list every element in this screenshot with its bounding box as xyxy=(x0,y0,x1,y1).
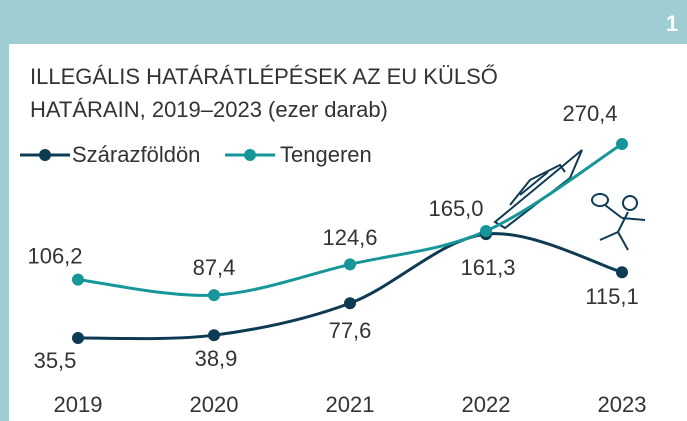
data-point xyxy=(344,258,356,271)
data-label: 165,0 xyxy=(428,196,483,221)
badge: 1 xyxy=(666,11,678,36)
data-point xyxy=(72,332,84,344)
data-point xyxy=(72,273,84,286)
legend-marker xyxy=(39,149,51,161)
legend-label: Tengeren xyxy=(280,142,372,167)
data-label: 35,5 xyxy=(34,348,77,373)
data-label: 77,6 xyxy=(329,318,372,343)
top-band xyxy=(0,0,687,44)
data-label: 115,1 xyxy=(585,284,638,309)
data-point xyxy=(480,225,492,238)
runner-icon xyxy=(591,193,646,251)
x-tick-label: 2019 xyxy=(54,392,103,417)
data-label: 270,4 xyxy=(562,101,617,126)
data-point xyxy=(208,329,220,342)
data-label: 124,6 xyxy=(322,225,377,250)
chart-title: ILLEGÁLIS HATÁRÁTLÉPÉSEK AZ EU KÜLSŐ HAT… xyxy=(30,64,498,122)
data-label: 38,9 xyxy=(195,346,238,371)
legend-marker xyxy=(244,149,256,161)
data-label: 87,4 xyxy=(193,255,236,280)
x-tick-label: 2022 xyxy=(462,392,511,417)
data-point xyxy=(616,266,628,279)
x-tick-label: 2020 xyxy=(190,392,239,417)
left-band xyxy=(0,0,9,421)
x-tick-label: 2023 xyxy=(598,392,647,417)
data-point xyxy=(344,297,356,310)
data-point xyxy=(208,289,220,302)
data-label: 106,2 xyxy=(27,243,82,268)
legend-label: Szárazföldön xyxy=(72,142,200,167)
x-tick-label: 2021 xyxy=(326,392,375,417)
data-point xyxy=(616,138,628,150)
boat-icon xyxy=(493,149,583,230)
data-label: 161,3 xyxy=(460,255,515,280)
